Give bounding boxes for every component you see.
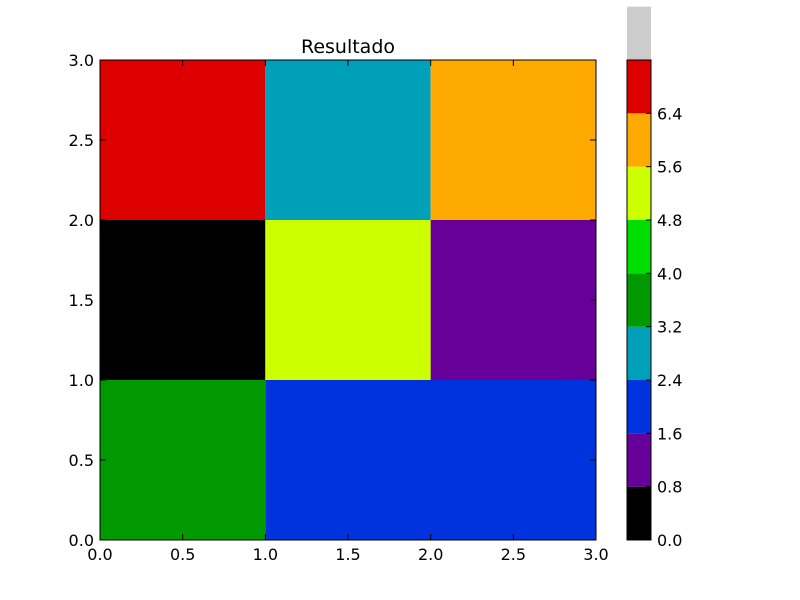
y-tick-label-4: 2.0 [69, 211, 94, 230]
heatmap-cell-1 [265, 380, 596, 540]
y-tick-label-3: 1.5 [69, 291, 94, 310]
colorbar-tick-label-7: 5.6 [657, 158, 682, 177]
y-tick-label-6: 3.0 [69, 51, 94, 70]
colorbar-tick-label-5: 4.0 [657, 264, 682, 283]
heatmap-cell-5 [100, 60, 266, 220]
colorbar-tick-label-0: 0.0 [657, 531, 682, 550]
heatmap-cell-7 [430, 60, 596, 220]
plot-cells [100, 60, 596, 540]
heatmap-cell-4 [430, 220, 596, 380]
colorbar: 0.0 0.8 1.6 2.4 3.2 4.0 4.8 5.6 6.4 [626, 6, 682, 550]
colorbar-tick-label-3: 2.4 [657, 371, 682, 390]
colorbar-segment-4 [627, 273, 651, 327]
colorbar-tick-label-4: 3.2 [657, 318, 682, 337]
colorbar-tick-label-6: 4.8 [657, 211, 682, 230]
heatmap-cell-2 [100, 220, 266, 380]
y-tick-label-0: 0.0 [69, 531, 94, 550]
colorbar-frame [626, 59, 652, 541]
colorbar-segment-9 [627, 6, 651, 60]
heatmap-cell-6 [265, 60, 431, 220]
y-tick-label-2: 1.0 [69, 371, 94, 390]
y-tick-label-1: 0.5 [69, 451, 94, 470]
y-tick-label-5: 2.5 [69, 131, 94, 150]
y-axis: 0.0 0.5 1.0 1.5 2.0 2.5 3.0 [69, 51, 596, 550]
x-tick-label-0: 0.0 [87, 545, 112, 564]
x-axis: 0.0 0.5 1.0 1.5 2.0 2.5 3.0 [87, 60, 609, 564]
colorbar-segment-6 [627, 166, 651, 220]
colorbar-segment-8 [627, 60, 651, 114]
colorbar-tick-label-2: 1.6 [657, 424, 682, 443]
x-tick-label-3: 1.5 [335, 545, 360, 564]
heatmap-cell-0 [100, 380, 266, 540]
x-tick-label-6: 3.0 [583, 545, 608, 564]
colorbar-segment-1 [627, 433, 651, 487]
colorbar-segment-3 [627, 326, 651, 380]
colorbar-segment-5 [627, 220, 651, 274]
x-tick-label-4: 2.0 [418, 545, 443, 564]
colorbar-tick-label-1: 0.8 [657, 478, 682, 497]
x-tick-label-1: 0.5 [170, 545, 195, 564]
colorbar-segment-7 [627, 113, 651, 167]
x-tick-label-5: 2.5 [501, 545, 526, 564]
colorbar-segment-2 [627, 380, 651, 434]
chart-title: Resultado [301, 36, 395, 58]
heatmap-cell-3 [265, 220, 431, 380]
colorbar-segment-0 [627, 486, 651, 540]
x-tick-label-2: 1.0 [253, 545, 278, 564]
colorbar-tick-label-8: 6.4 [657, 104, 682, 123]
